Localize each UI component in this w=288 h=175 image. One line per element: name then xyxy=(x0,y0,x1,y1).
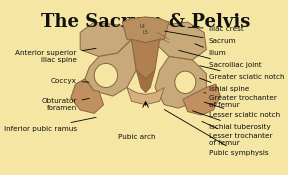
Text: Coccyx: Coccyx xyxy=(51,78,89,84)
Polygon shape xyxy=(155,57,206,108)
Polygon shape xyxy=(155,22,206,60)
Polygon shape xyxy=(122,17,169,43)
Ellipse shape xyxy=(94,63,118,88)
Text: The Sacrum & Pelvis: The Sacrum & Pelvis xyxy=(41,13,250,32)
Text: Greater sciatic notch: Greater sciatic notch xyxy=(200,66,284,80)
Text: Pubic arch: Pubic arch xyxy=(118,134,155,140)
Text: Ilium: Ilium xyxy=(195,44,226,56)
Text: Pubic symphysis: Pubic symphysis xyxy=(164,110,268,156)
Text: Anterior superior
iliac spine: Anterior superior iliac spine xyxy=(15,48,96,63)
Text: Ischial tuberosity: Ischial tuberosity xyxy=(193,111,270,130)
Text: Greater trochanter
of femur: Greater trochanter of femur xyxy=(204,93,276,108)
Text: L4: L4 xyxy=(139,24,145,29)
Text: Lesser sciatic notch: Lesser sciatic notch xyxy=(204,102,280,118)
Polygon shape xyxy=(85,39,136,96)
Text: Sacroiliac joint: Sacroiliac joint xyxy=(179,50,261,68)
Text: L5: L5 xyxy=(143,30,149,35)
Polygon shape xyxy=(127,88,164,105)
Text: Iliac crest: Iliac crest xyxy=(188,26,243,32)
Polygon shape xyxy=(80,22,132,57)
Text: Obturator
foramen: Obturator foramen xyxy=(41,98,89,111)
Text: Lesser trochanter
of femur: Lesser trochanter of femur xyxy=(202,121,272,146)
Polygon shape xyxy=(71,79,104,113)
Ellipse shape xyxy=(175,71,196,93)
Text: Sacrum: Sacrum xyxy=(165,31,236,44)
Polygon shape xyxy=(183,84,220,115)
Text: Ishial spine: Ishial spine xyxy=(200,78,249,92)
Polygon shape xyxy=(136,70,155,93)
Polygon shape xyxy=(132,39,160,79)
Text: Inferior pubic ramus: Inferior pubic ramus xyxy=(3,117,96,132)
